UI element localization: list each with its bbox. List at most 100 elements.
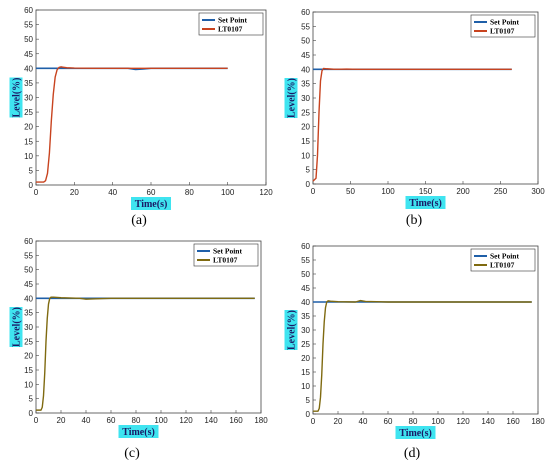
y-tick-label: 50	[24, 266, 33, 275]
x-tick-label: 40	[108, 188, 117, 197]
y-tick-label: 40	[301, 298, 310, 307]
y-tick-label: 0	[29, 409, 34, 418]
series-line-lt0107	[313, 299, 532, 412]
y-tick-label: 35	[301, 80, 310, 89]
y-tick-label: 50	[301, 37, 310, 46]
x-tick-label: 20	[334, 417, 343, 426]
y-tick-label: 35	[24, 79, 33, 88]
y-axis-label-highlight	[9, 307, 23, 347]
x-tick-label: 300	[531, 187, 545, 196]
y-tick-label: 15	[24, 137, 33, 146]
y-tick-label: 5	[306, 396, 311, 405]
legend-entry: LT0107	[218, 25, 243, 34]
legend-entry: LT0107	[213, 256, 238, 265]
x-tick-label: 20	[57, 416, 66, 425]
x-tick-label: 100	[221, 188, 235, 197]
x-tick-label: 80	[409, 417, 418, 426]
x-axis-label: Time(s)	[399, 428, 432, 439]
x-tick-label: 100	[431, 417, 445, 426]
y-tick-label: 25	[301, 340, 310, 349]
y-tick-label: 45	[301, 51, 310, 60]
x-tick-label: 180	[531, 417, 545, 426]
y-tick-label: 20	[24, 123, 33, 132]
y-tick-label: 20	[301, 354, 310, 363]
y-tick-label: 45	[24, 50, 33, 59]
legend-entry: Set Point	[213, 247, 242, 256]
y-tick-label: 30	[24, 323, 33, 332]
x-axis-label: Time(s)	[122, 427, 155, 438]
chart-panel-d: 0 5 10 15 20 25 30 35 40 45 50 55 60 0 20 40 60 80 100 120 1…	[275, 240, 550, 445]
y-axis-label-highlight	[284, 310, 298, 350]
y-tick-label: 55	[24, 251, 33, 260]
y-axis-label: Level(%)	[287, 310, 298, 350]
x-tick-label: 50	[346, 187, 355, 196]
chart-panel-c: 0 5 10 15 20 25 30 35 40 45 50 55 60 0 20 40 60 80 100 120 1…	[0, 235, 275, 445]
y-tick-label: 30	[301, 326, 310, 335]
y-tick-label: 20	[24, 352, 33, 361]
y-tick-label: 5	[306, 166, 311, 175]
caption-c: (c)	[124, 446, 140, 461]
x-tick-label: 160	[229, 416, 243, 425]
y-axis-label: Level(%)	[12, 307, 23, 347]
y-axis-label-group: Level(%)	[9, 307, 23, 347]
y-tick-label: 35	[301, 312, 310, 321]
caption-a: (a)	[131, 213, 147, 228]
x-tick-label: 200	[456, 187, 470, 196]
y-axis-label-highlight	[9, 77, 23, 118]
chart-svg: 0 5 10 15 20 25 30 35 40 45 50 55 60 0 50 100 150 200 250 3…	[284, 8, 545, 209]
y-tick-label: 40	[301, 65, 310, 74]
y-tick-label: 10	[24, 380, 33, 389]
plot-area	[312, 11, 539, 185]
y-tick-label: 60	[24, 6, 33, 15]
legend-entry: Set Point	[218, 16, 247, 25]
legend-entry: Set Point	[490, 18, 519, 27]
y-tick-label: 50	[301, 270, 310, 279]
y-tick-label: 45	[301, 284, 310, 293]
x-tick-label: 0	[34, 416, 39, 425]
y-tick-label: 25	[24, 108, 33, 117]
series-line-lt0107	[36, 296, 255, 411]
x-axis-label-highlight	[131, 197, 171, 210]
legend-entry: Set Point	[490, 252, 519, 261]
y-tick-label: 25	[24, 337, 33, 346]
y-tick-label: 60	[24, 237, 33, 246]
y-tick-label: 60	[301, 242, 310, 251]
x-tick-label: 40	[359, 417, 368, 426]
x-tick-label: 20	[70, 188, 79, 197]
x-tick-label: 60	[384, 417, 393, 426]
legend-entry: LT0107	[490, 261, 515, 270]
chart-svg: 0 5 10 15 20 25 30 35 40 45 50 55 60 0 20 40 60 80 100 120 1…	[284, 242, 545, 439]
y-tick-label: 10	[301, 382, 310, 391]
x-tick-label: 140	[204, 416, 218, 425]
y-tick-label: 10	[301, 151, 310, 160]
x-tick-label: 160	[506, 417, 520, 426]
y-tick-label: 40	[24, 294, 33, 303]
x-tick-label: 0	[34, 188, 39, 197]
x-tick-label: 100	[154, 416, 168, 425]
y-tick-label: 5	[29, 166, 34, 175]
x-axis-label: Time(s)	[409, 198, 442, 209]
series-line-lt0107	[312, 67, 512, 182]
x-axis-label-highlight	[118, 425, 159, 438]
x-tick-label: 150	[419, 187, 433, 196]
x-tick-label: 60	[147, 188, 156, 197]
y-tick-label: 15	[24, 366, 33, 375]
y-axis-label-group: Level(%)	[284, 310, 298, 350]
y-tick-label: 35	[24, 309, 33, 318]
y-axis-label-group: Level(%)	[9, 77, 23, 118]
chart-svg: 0 5 10 15 20 25 30 35 40 45 50 55 60 0 20 40 60 80 100 120 1…	[9, 237, 268, 438]
y-tick-label: 55	[24, 21, 33, 30]
plot-area	[35, 240, 262, 414]
y-axis-label: Level(%)	[12, 78, 23, 118]
y-tick-label: 10	[24, 152, 33, 161]
y-tick-label: 40	[24, 64, 33, 73]
y-tick-label: 20	[301, 123, 310, 132]
x-tick-label: 140	[481, 417, 495, 426]
y-tick-label: 25	[301, 108, 310, 117]
x-tick-label: 120	[259, 188, 273, 197]
y-tick-label: 30	[24, 94, 33, 103]
